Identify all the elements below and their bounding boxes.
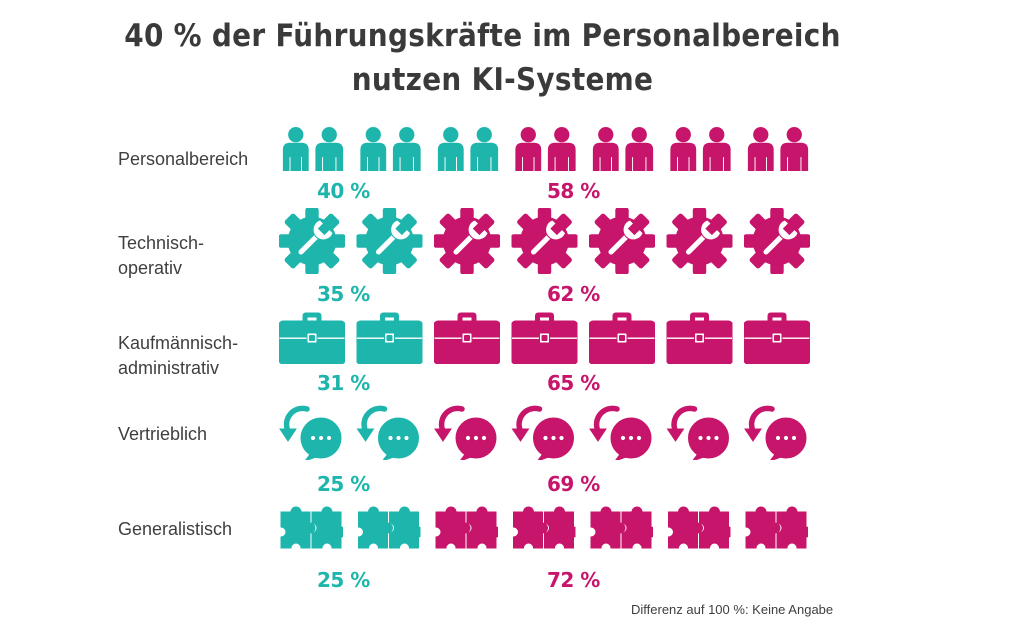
briefcase-icon bbox=[434, 312, 500, 364]
row-label-kaufmaennisch-administrativ: Kaufmännisch- administrativ bbox=[118, 331, 238, 381]
footnote: Differenz auf 100 %: Keine Angabe bbox=[631, 602, 834, 617]
use-percent-label: 25 % bbox=[317, 472, 370, 496]
people-icon bbox=[747, 127, 809, 171]
row-label-generalistisch: Generalistisch bbox=[118, 517, 232, 542]
puzzle-icon bbox=[667, 506, 731, 549]
use-percent-label: 25 % bbox=[317, 568, 370, 592]
people-icon bbox=[515, 127, 576, 171]
people-icon bbox=[282, 127, 344, 171]
no-use-percent-label: 58 % bbox=[547, 179, 600, 203]
puzzle-icon bbox=[512, 506, 576, 549]
briefcase-icon bbox=[744, 312, 810, 364]
row-label-line: administrativ bbox=[118, 358, 220, 378]
gear-wrench-icon bbox=[434, 208, 500, 274]
row-label-line: Kaufmännisch- bbox=[118, 333, 239, 353]
chat-bubble-icon bbox=[280, 408, 341, 461]
chat-bubble-icon bbox=[435, 408, 496, 461]
row-label-line: Vertrieblich bbox=[118, 424, 208, 444]
gear-wrench-icon bbox=[279, 208, 345, 274]
row-label-personalbereich: Personalbereich bbox=[118, 147, 248, 172]
chart-title-line2: nutzen KI-Systeme bbox=[351, 62, 654, 98]
use-percent-label: 31 % bbox=[317, 371, 370, 395]
briefcase-icon bbox=[666, 312, 733, 364]
chat-bubble-icon bbox=[745, 408, 806, 461]
briefcase-icon bbox=[589, 312, 655, 364]
row-label-line: Personalbereich bbox=[118, 149, 249, 169]
puzzle-icon bbox=[590, 506, 653, 549]
no-use-percent-label: 62 % bbox=[547, 282, 600, 306]
gear-wrench-icon bbox=[511, 208, 578, 274]
chat-bubble-icon bbox=[590, 408, 651, 461]
use-percent-label: 40 % bbox=[317, 179, 370, 203]
chat-bubble-icon bbox=[668, 408, 729, 461]
briefcase-icon bbox=[511, 312, 578, 364]
no-use-percent-label: 69 % bbox=[547, 472, 600, 496]
gear-wrench-icon bbox=[589, 208, 655, 274]
row-label-vertrieblich: Vertrieblich bbox=[118, 422, 207, 447]
chat-bubble-icon bbox=[513, 408, 574, 461]
gear-wrench-icon bbox=[744, 208, 810, 274]
people-icon bbox=[360, 127, 421, 171]
no-use-percent-label: 72 % bbox=[547, 568, 600, 592]
briefcase-icon bbox=[279, 312, 345, 364]
puzzle-icon bbox=[435, 506, 498, 549]
chart-title-line1: 40 % der Führungskräfte im Personalberei… bbox=[124, 18, 841, 54]
gear-wrench-icon bbox=[356, 208, 423, 274]
people-icon bbox=[592, 127, 654, 171]
row-label-line: Technisch- bbox=[118, 233, 205, 253]
briefcase-icon bbox=[356, 312, 423, 364]
no-use-percent-label: 65 % bbox=[547, 371, 600, 395]
people-icon bbox=[670, 127, 731, 171]
puzzle-icon bbox=[745, 506, 808, 549]
chart-title: 40 % der Führungskräfte im Personalberei… bbox=[0, 14, 965, 102]
puzzle-icon bbox=[357, 506, 421, 549]
pictogram-rows bbox=[279, 127, 810, 549]
row-label-technisch-operativ: Technisch- operativ bbox=[118, 231, 204, 281]
row-label-line: Generalistisch bbox=[118, 519, 233, 539]
gear-wrench-icon bbox=[666, 208, 733, 274]
chat-bubble-icon bbox=[358, 408, 419, 461]
puzzle-icon bbox=[280, 506, 343, 549]
use-percent-label: 35 % bbox=[317, 282, 370, 306]
row-label-line: operativ bbox=[118, 258, 183, 278]
people-icon bbox=[437, 127, 499, 171]
